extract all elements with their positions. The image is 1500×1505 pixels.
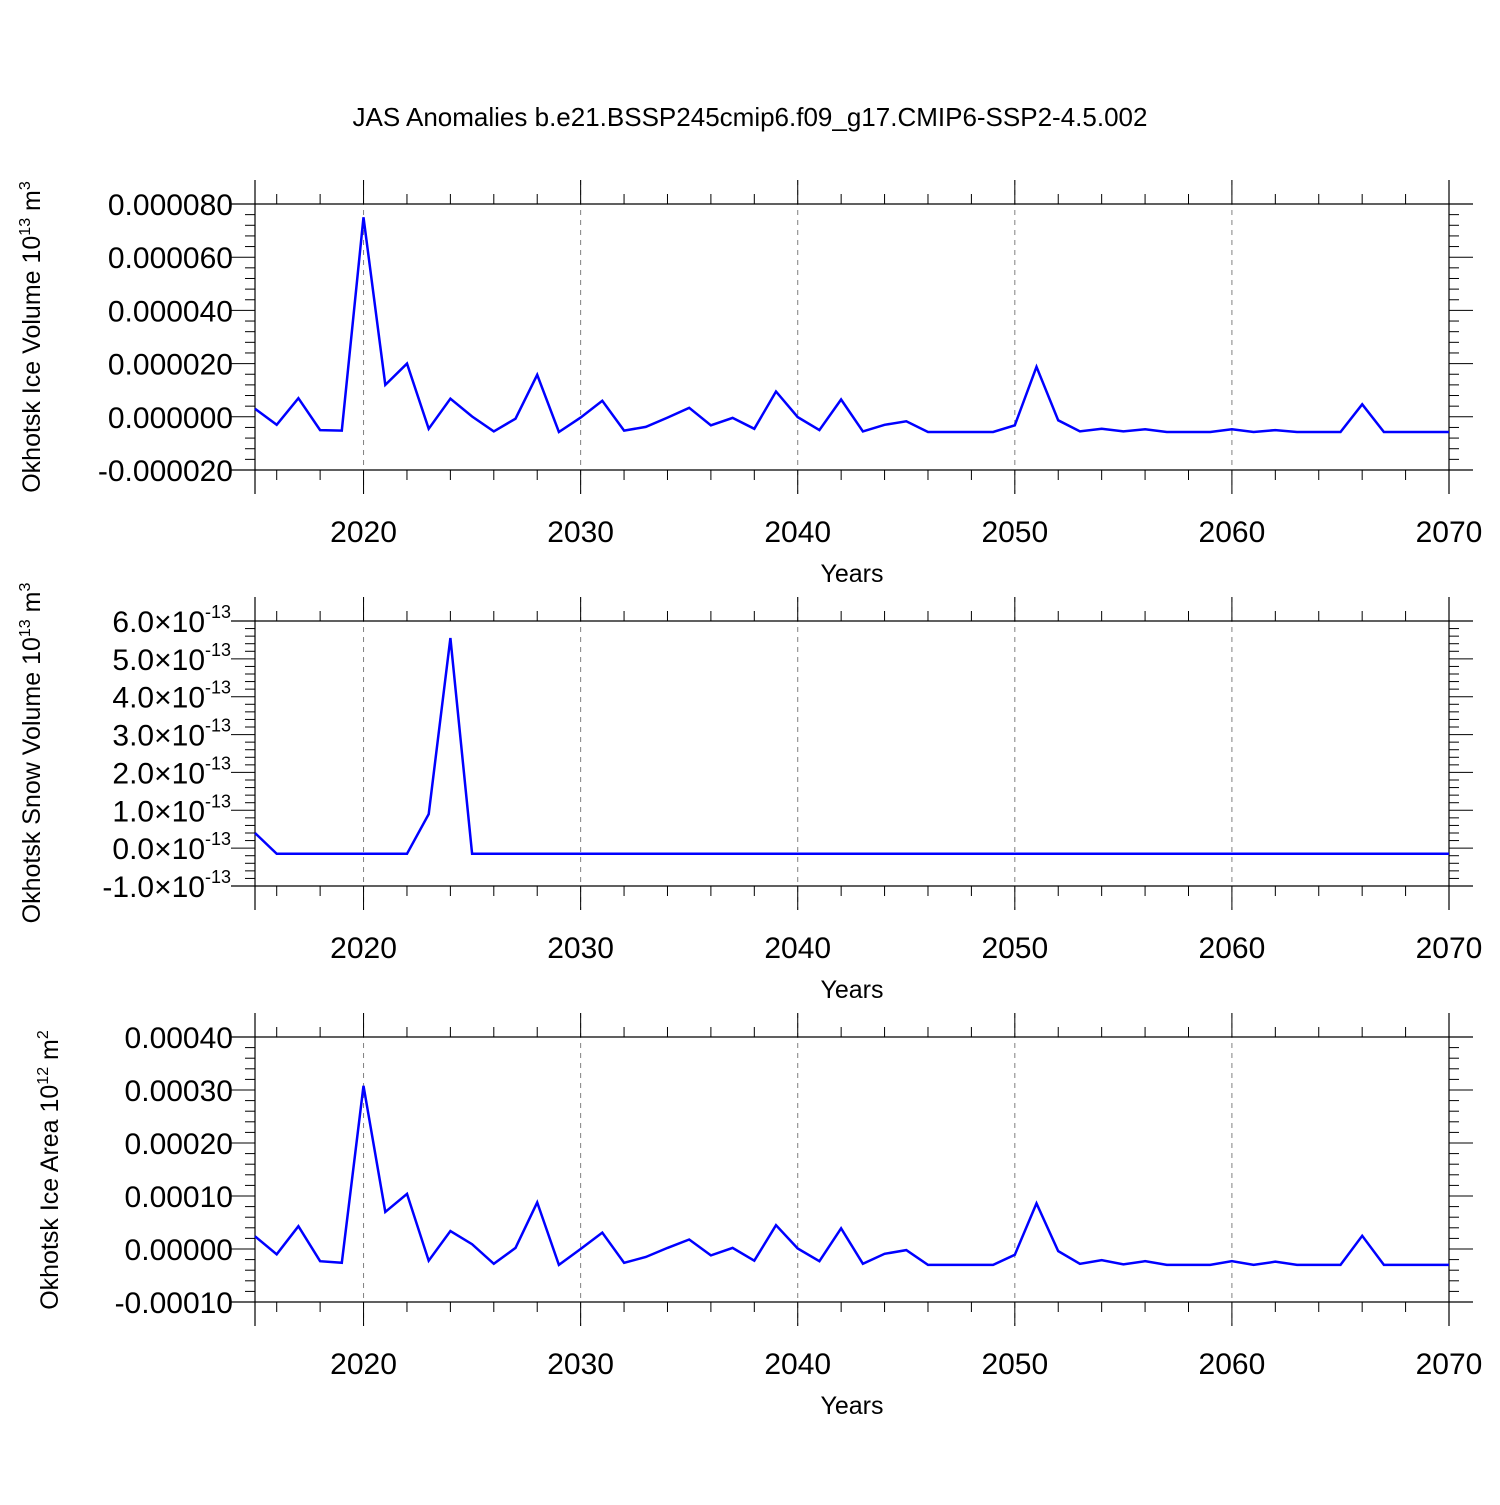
x-tick-label: 2030: [547, 516, 614, 549]
x-tick-label: 2070: [1416, 516, 1483, 549]
figure-title: JAS Anomalies b.e21.BSSP245cmip6.f09_g17…: [352, 102, 1148, 132]
y-tick-label: 0.00000: [125, 1234, 233, 1267]
y-tick-exponent: -13: [205, 678, 231, 698]
y-tick-label: 0.000000: [108, 402, 233, 435]
y-tick-exponent: -13: [205, 829, 231, 849]
y-tick-label: 0.00010: [125, 1181, 233, 1214]
x-tick-label: 2050: [981, 516, 1048, 549]
x-tick-label: 2020: [330, 932, 397, 965]
y-tick-exponent: -13: [205, 716, 231, 736]
series-line: [254, 217, 1449, 434]
x-tick-label: 2030: [547, 1348, 614, 1381]
x-axis-label: Years: [820, 1392, 883, 1420]
y-tick-label: 0.000080: [108, 189, 233, 222]
y-tick-exponent: -13: [205, 640, 231, 660]
series-line: [254, 637, 1449, 856]
y-tick-label: 2.0×10: [112, 757, 205, 790]
x-tick-label: 2060: [1199, 516, 1266, 549]
y-axis-label: Okhotsk Snow Volume 1013 m3: [17, 583, 46, 924]
x-tick-label: 2020: [330, 516, 397, 549]
x-axis-label: Years: [820, 976, 883, 1004]
y-tick-label: 0.000020: [108, 349, 233, 382]
x-tick-label: 2050: [981, 932, 1048, 965]
y-tick-label: 5.0×10: [112, 644, 205, 677]
x-tick-label: 2020: [330, 1348, 397, 1381]
x-tick-label: 2040: [764, 516, 831, 549]
y-tick-exponent: -13: [205, 753, 231, 773]
x-tick-label: 2060: [1199, 1348, 1266, 1381]
y-tick-label: 1.0×10: [112, 795, 205, 828]
chart-panel-3: -0.00010 0.00000 0.00010 0.00020 0.00030 0.00…: [35, 1013, 1482, 1420]
x-tick-label: 2040: [764, 932, 831, 965]
y-tick-label: 4.0×10: [112, 682, 205, 715]
y-tick-label: 0.000040: [108, 295, 233, 328]
y-tick-label: -0.00010: [115, 1287, 233, 1320]
y-tick-label: 0.00020: [125, 1128, 233, 1161]
y-tick-label: 0.0×10: [112, 833, 205, 866]
y-tick-exponent: -13: [205, 791, 231, 811]
y-tick-exponent: -13: [205, 867, 231, 887]
y-tick-label: 3.0×10: [112, 720, 205, 753]
chart-panel-1: -0.000020 0.000000 0.000020 0.000040 0.00006…: [17, 180, 1482, 588]
x-tick-label: 2070: [1416, 1348, 1483, 1381]
y-axis-label: Okhotsk Ice Area 1012 m2: [35, 1030, 64, 1310]
x-tick-label: 2070: [1416, 932, 1483, 965]
x-axis-label: Years: [820, 560, 883, 588]
x-tick-label: 2060: [1199, 932, 1266, 965]
y-tick-exponent: -13: [205, 602, 231, 622]
y-tick-label: 6.0×10: [112, 606, 205, 639]
y-tick-label: 0.00040: [125, 1022, 233, 1055]
chart-panel-2: -1.0×10 -130.0×10 -131.0×10 -132.0×10 -133.0…: [17, 583, 1482, 1004]
x-tick-label: 2030: [547, 932, 614, 965]
y-axis-label: Okhotsk Ice Volume 1013 m3: [17, 181, 46, 493]
y-tick-label: 0.000060: [108, 242, 233, 275]
y-tick-label: -0.000020: [98, 455, 233, 488]
x-tick-label: 2050: [981, 1348, 1048, 1381]
series-line: [254, 1085, 1449, 1267]
x-tick-label: 2040: [764, 1348, 831, 1381]
y-tick-label: 0.00030: [125, 1075, 233, 1108]
y-tick-label: -1.0×10: [102, 871, 205, 904]
